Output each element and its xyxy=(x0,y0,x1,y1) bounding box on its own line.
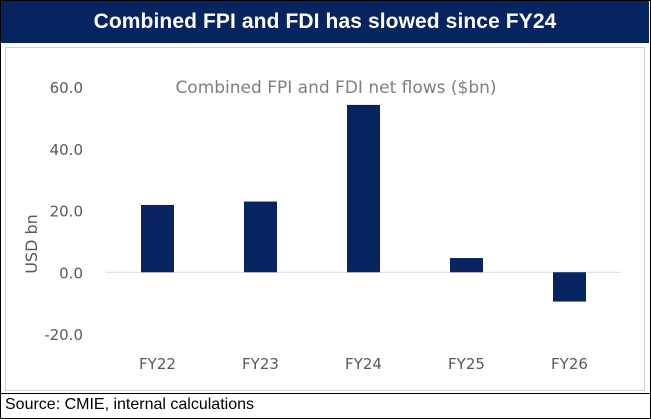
x-tick-label: FY25 xyxy=(448,355,485,373)
source-note: Source: CMIE, internal calculations xyxy=(5,396,254,413)
y-axis-ticks: -20.0 0.0 20.0 40.0 60.0 xyxy=(44,79,83,344)
x-axis-ticks: FY22 FY23 FY24 FY25 FY26 xyxy=(139,355,588,373)
x-tick-label: FY22 xyxy=(139,355,176,373)
bar-fy26 xyxy=(553,272,586,302)
y-axis-label: USD bn xyxy=(22,214,41,274)
bars xyxy=(141,104,586,302)
y-tick-label: 60.0 xyxy=(50,79,83,97)
bar-fy25 xyxy=(450,258,483,273)
bar-fy22 xyxy=(141,204,174,273)
chart-container: Combined FPI and FDI net flows ($bn) USD… xyxy=(5,47,645,391)
y-tick-label: 40.0 xyxy=(50,141,83,159)
bar-fy24 xyxy=(347,104,380,273)
x-tick-label: FY26 xyxy=(551,355,588,373)
y-tick-label: 20.0 xyxy=(50,203,83,221)
chart-title: Combined FPI and FDI net flows ($bn) xyxy=(175,78,496,98)
x-tick-label: FY24 xyxy=(345,355,382,373)
x-tick-label: FY23 xyxy=(242,355,279,373)
y-tick-label: -20.0 xyxy=(44,326,83,344)
source-divider xyxy=(0,393,651,394)
bar-fy23 xyxy=(244,201,277,273)
figure-title-banner: Combined FPI and FDI has slowed since FY… xyxy=(1,1,649,43)
y-tick-label: 0.0 xyxy=(59,264,83,282)
bar-chart: Combined FPI and FDI net flows ($bn) USD… xyxy=(22,78,621,373)
